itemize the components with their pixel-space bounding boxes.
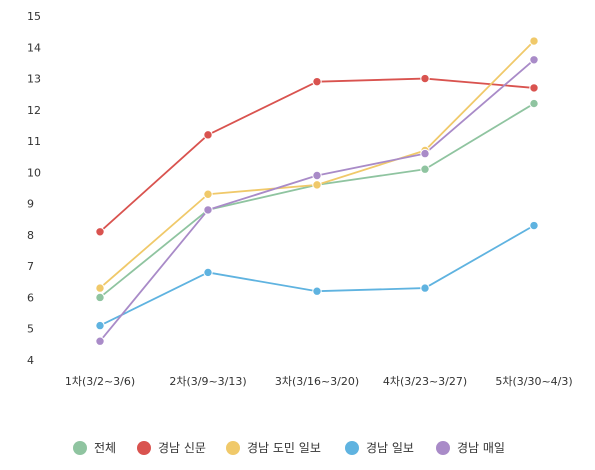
legend-swatch — [226, 441, 240, 455]
series-2-point[interactable] — [312, 76, 322, 87]
series-5-point[interactable] — [420, 148, 430, 159]
y-tick-label: 8 — [27, 229, 34, 242]
legend-swatch — [73, 441, 87, 455]
x-tick-label: 2차(3/9~3/13) — [169, 375, 246, 388]
series-line-4 — [99, 224, 535, 327]
y-tick-label: 12 — [27, 104, 41, 117]
series-2-point[interactable] — [529, 83, 539, 93]
series-4-point[interactable] — [95, 320, 105, 331]
legend-item-5[interactable]: 경남 매일 — [436, 441, 505, 455]
y-tick-label: 14 — [27, 41, 41, 54]
legend-label: 경남 도민 일보 — [247, 441, 321, 455]
legend-label: 전체 — [94, 441, 116, 455]
legend-label: 경남 일보 — [366, 441, 414, 455]
y-tick-label: 10 — [27, 166, 41, 179]
x-tick-label: 3차(3/16~3/20) — [275, 375, 359, 388]
series-5-point[interactable] — [203, 205, 213, 215]
legend-label: 경남 신문 — [158, 441, 206, 455]
series-1-point[interactable] — [420, 164, 430, 174]
legend-item-2[interactable]: 경남 신문 — [137, 441, 206, 455]
y-tick-label: 9 — [27, 198, 34, 211]
series-5-point[interactable] — [312, 170, 322, 181]
series-5-point[interactable] — [529, 55, 539, 65]
series-5-point[interactable] — [95, 336, 105, 346]
series-points — [95, 36, 539, 346]
y-tick-label: 5 — [27, 323, 34, 336]
y-tick-label: 13 — [27, 73, 41, 86]
series-line-2 — [99, 77, 535, 233]
series-4-point[interactable] — [203, 267, 213, 278]
series-line-5 — [99, 59, 535, 342]
series-2-point[interactable] — [95, 227, 105, 237]
legend-item-1[interactable]: 전체 — [73, 441, 116, 455]
series-1-point[interactable] — [529, 98, 539, 109]
series-4-point[interactable] — [420, 283, 430, 293]
series-3-point[interactable] — [95, 283, 105, 293]
y-axis-ticks: 4 5 6 7 8 9 10 11 12 13 14 15 — [27, 10, 41, 367]
x-tick-label: 4차(3/23~3/27) — [383, 375, 467, 388]
x-axis-ticks: 1차(3/2~3/6) 2차(3/9~3/13) 3차(3/16~3/20) 4차(3… — [65, 375, 573, 388]
series-3-point[interactable] — [529, 36, 539, 46]
x-tick-label: 1차(3/2~3/6) — [65, 375, 135, 388]
legend: 전체 경남 신문 경남 도민 일보 경남 일보 경남 매일 — [73, 441, 505, 455]
series-4-point[interactable] — [312, 286, 322, 296]
legend-swatch — [137, 441, 151, 455]
series-3-point[interactable] — [203, 189, 213, 199]
series-4-point[interactable] — [529, 220, 539, 231]
series-line-1 — [99, 102, 535, 299]
legend-item-3[interactable]: 경남 도민 일보 — [226, 441, 321, 455]
legend-swatch — [436, 441, 450, 455]
series-2-point[interactable] — [420, 73, 430, 84]
series-3-point[interactable] — [312, 180, 322, 190]
y-tick-label: 4 — [27, 354, 34, 367]
legend-label: 경남 매일 — [457, 441, 505, 455]
legend-item-4[interactable]: 경남 일보 — [345, 441, 414, 455]
series-2-point[interactable] — [203, 130, 213, 140]
y-tick-label: 11 — [27, 135, 41, 148]
y-tick-label: 15 — [27, 10, 41, 23]
y-tick-label: 6 — [27, 291, 34, 304]
series-1-point[interactable] — [95, 292, 105, 303]
x-tick-label: 5차(3/30~4/3) — [495, 375, 572, 388]
legend-swatch — [345, 441, 359, 455]
y-tick-label: 7 — [27, 260, 34, 273]
